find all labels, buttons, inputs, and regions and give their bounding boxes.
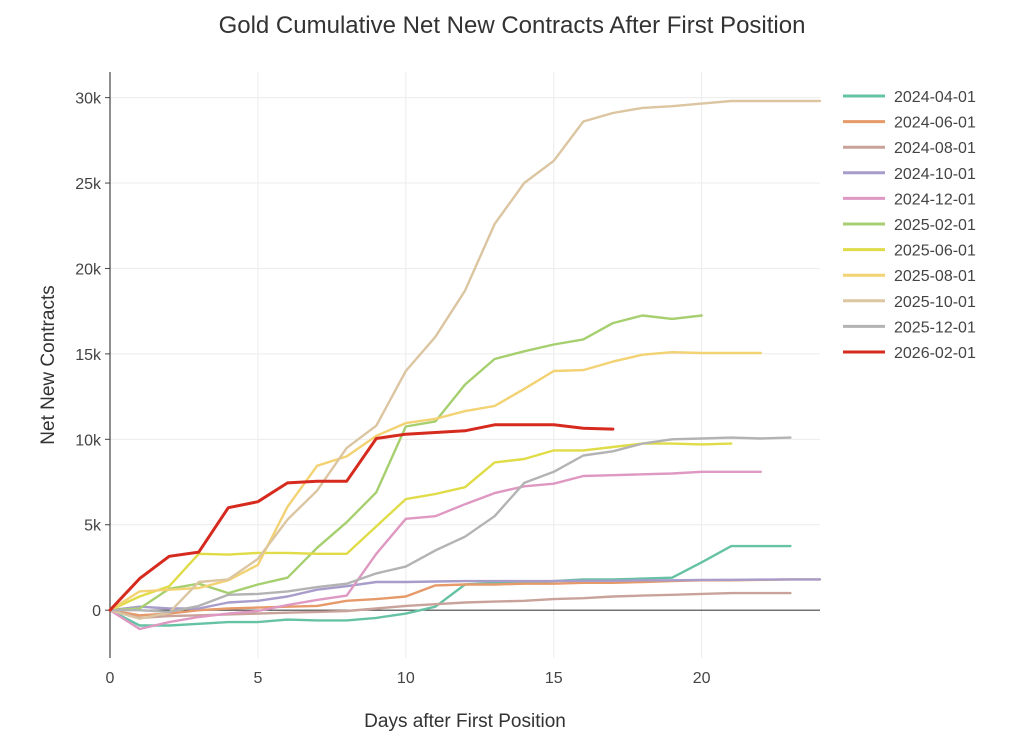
series-line-2025-08-01[interactable] xyxy=(108,351,762,612)
legend-label: 2024-06-01 xyxy=(894,115,976,132)
x-tick-label: 20 xyxy=(693,670,711,687)
legend-label: 2025-08-01 xyxy=(894,268,976,285)
y-axis-title: Net New Contracts xyxy=(38,285,59,444)
y-tick-label: 10k xyxy=(75,432,102,449)
series-lines xyxy=(108,99,822,631)
y-tick-label: 30k xyxy=(75,91,102,108)
axes: 0 5k 10k 15k 20k 25k 30k 0 5 10 15 20 xyxy=(75,72,820,687)
legend-item-2024-08-01[interactable]: 2024-08-01 xyxy=(843,140,976,157)
y-tick-label: 15k xyxy=(75,347,102,364)
legend-item-2025-02-01[interactable]: 2025-02-01 xyxy=(843,217,976,234)
legend-item-2024-12-01[interactable]: 2024-12-01 xyxy=(843,191,976,208)
x-tick-label: 15 xyxy=(545,670,563,687)
legend-item-2025-06-01[interactable]: 2025-06-01 xyxy=(843,243,976,260)
y-tick-label: 20k xyxy=(75,261,102,278)
y-tick-label: 25k xyxy=(75,176,102,193)
series-line-2025-06-01[interactable] xyxy=(108,442,733,612)
legend-item-2026-02-01[interactable]: 2026-02-01 xyxy=(843,345,976,362)
chart-title: Gold Cumulative Net New Contracts After … xyxy=(218,12,806,39)
gridlines xyxy=(110,72,820,658)
legend-item-2024-04-01[interactable]: 2024-04-01 xyxy=(843,89,976,106)
legend-label: 2025-06-01 xyxy=(894,243,976,260)
legend-label: 2025-10-01 xyxy=(894,294,976,311)
series-line-2025-10-01[interactable] xyxy=(108,99,822,620)
series-line-2024-10-01[interactable] xyxy=(108,578,822,612)
legend-label: 2024-10-01 xyxy=(894,166,976,183)
legend-label: 2025-12-01 xyxy=(894,319,976,336)
series-line-2024-12-01[interactable] xyxy=(108,470,762,631)
legend-label: 2025-02-01 xyxy=(894,217,976,234)
y-tick-label: 5k xyxy=(84,518,102,535)
legend-label: 2026-02-01 xyxy=(894,345,976,362)
legend-label: 2024-12-01 xyxy=(894,191,976,208)
series-line-2025-12-01[interactable] xyxy=(108,436,792,614)
legend[interactable]: 2024-04-01 2024-06-01 2024-08-01 2024-10-01… xyxy=(843,89,976,362)
legend-item-2025-08-01[interactable]: 2025-08-01 xyxy=(843,268,976,285)
x-tick-label: 0 xyxy=(106,670,115,687)
series-line-2025-02-01[interactable] xyxy=(108,314,703,612)
y-tick-label: 0 xyxy=(92,603,101,620)
x-tick-label: 10 xyxy=(397,670,415,687)
legend-item-2025-12-01[interactable]: 2025-12-01 xyxy=(843,319,976,336)
x-tick-label: 5 xyxy=(253,670,262,687)
legend-label: 2024-08-01 xyxy=(894,140,976,157)
legend-item-2024-06-01[interactable]: 2024-06-01 xyxy=(843,115,976,132)
legend-item-2024-10-01[interactable]: 2024-10-01 xyxy=(843,166,976,183)
series-line-2026-02-01[interactable] xyxy=(108,423,615,612)
series-line-2024-04-01[interactable] xyxy=(108,544,792,627)
legend-item-2025-10-01[interactable]: 2025-10-01 xyxy=(843,294,976,311)
legend-label: 2024-04-01 xyxy=(894,89,976,106)
x-axis-title: Days after First Position xyxy=(364,711,566,732)
